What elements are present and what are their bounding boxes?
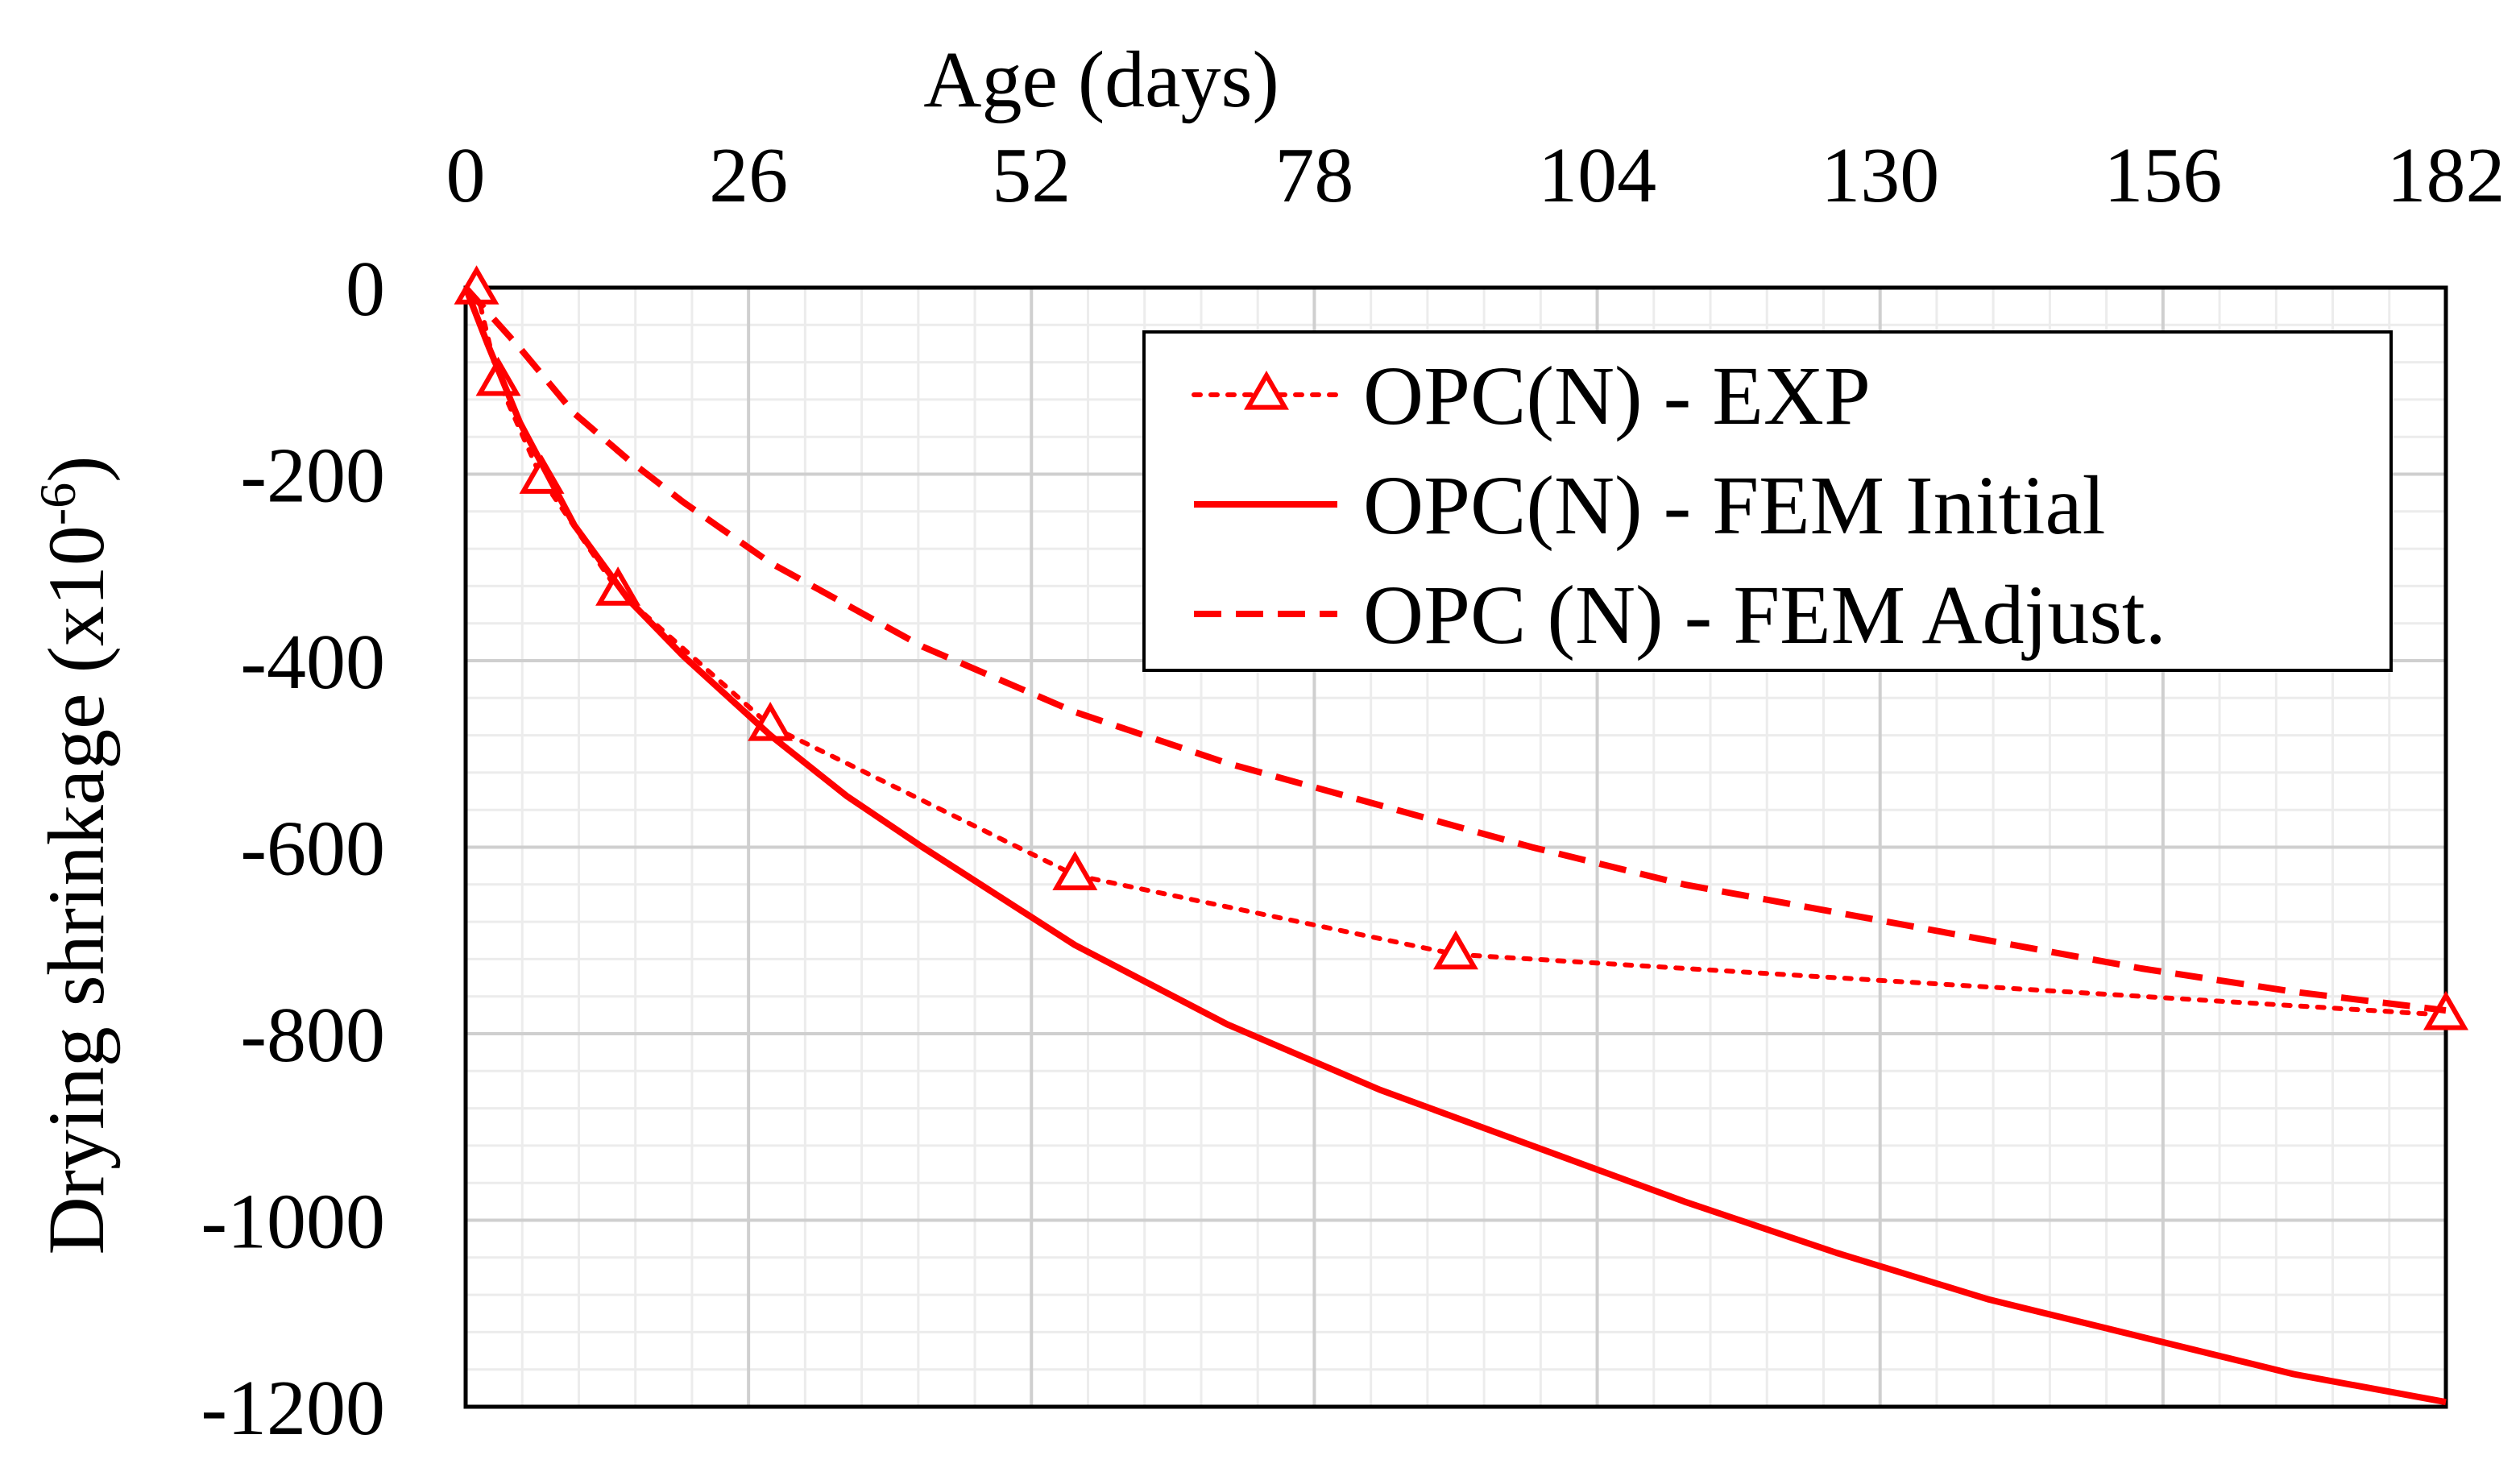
legend: OPC(N) - EXP OPC(N) - FEM Initial OPC (N) … [1142,330,2393,672]
series-layer [454,265,2468,1406]
y-axis-title-main: Drying shrinkage (x10 [31,525,121,1254]
plot-frame [463,285,2448,1409]
series-line [474,287,2448,1018]
legend-item-2: OPC (N) - FEM Adjust. [1194,569,2166,661]
x-tick-label: 130 [1821,132,1939,219]
x-tick-label: 52 [992,132,1071,219]
y-axis-title: Drying shrinkage (x10-6) [29,456,122,1255]
data-point-marker [1433,930,1478,970]
y-tick-label: 0 [346,246,385,333]
series-line [462,286,2447,1406]
legend-label: OPC (N) - FEM Adjust. [1363,569,2166,661]
y-tick-label: -400 [240,619,385,706]
x-tick-label: 156 [2103,132,2222,219]
legend-items: OPC(N) - EXP OPC(N) - FEM Initial OPC (N) … [1192,350,2166,661]
y-axis-title-close: ) [31,456,121,483]
x-axis-title: Age (days) [923,35,1279,124]
x-tick-label: 182 [2387,132,2505,219]
legend-label: OPC(N) - EXP [1363,350,1871,442]
y-tick-label: -1200 [201,1365,385,1452]
y-tick-label: -800 [240,992,385,1079]
x-tick-label: 104 [1538,132,1656,219]
y-axis-title-superscript: -6 [29,483,86,525]
legend-item-0: OPC(N) - EXP [1192,350,1871,442]
x-tick-label: 78 [1275,132,1353,219]
y-tick-label: -1000 [201,1179,385,1266]
series-1 [462,286,2447,1406]
data-point-marker [1244,370,1289,410]
x-tick-label: 0 [446,132,486,219]
legend-item-1: OPC(N) - FEM Initial [1194,459,2106,552]
legend-box [1142,330,2393,672]
series-line [463,285,2447,1014]
y-tick-label: -600 [240,806,385,893]
data-point-marker [1052,851,1098,890]
x-tick-label: 26 [709,132,788,219]
legend-label: OPC(N) - FEM Initial [1363,459,2106,552]
series-2 [463,285,2447,1014]
tick-labels: 0 26 52 78 104 130 156 182 0 -200 -400 -600 -800 -100… [201,132,2505,1452]
y-tick-label: -200 [240,433,385,520]
